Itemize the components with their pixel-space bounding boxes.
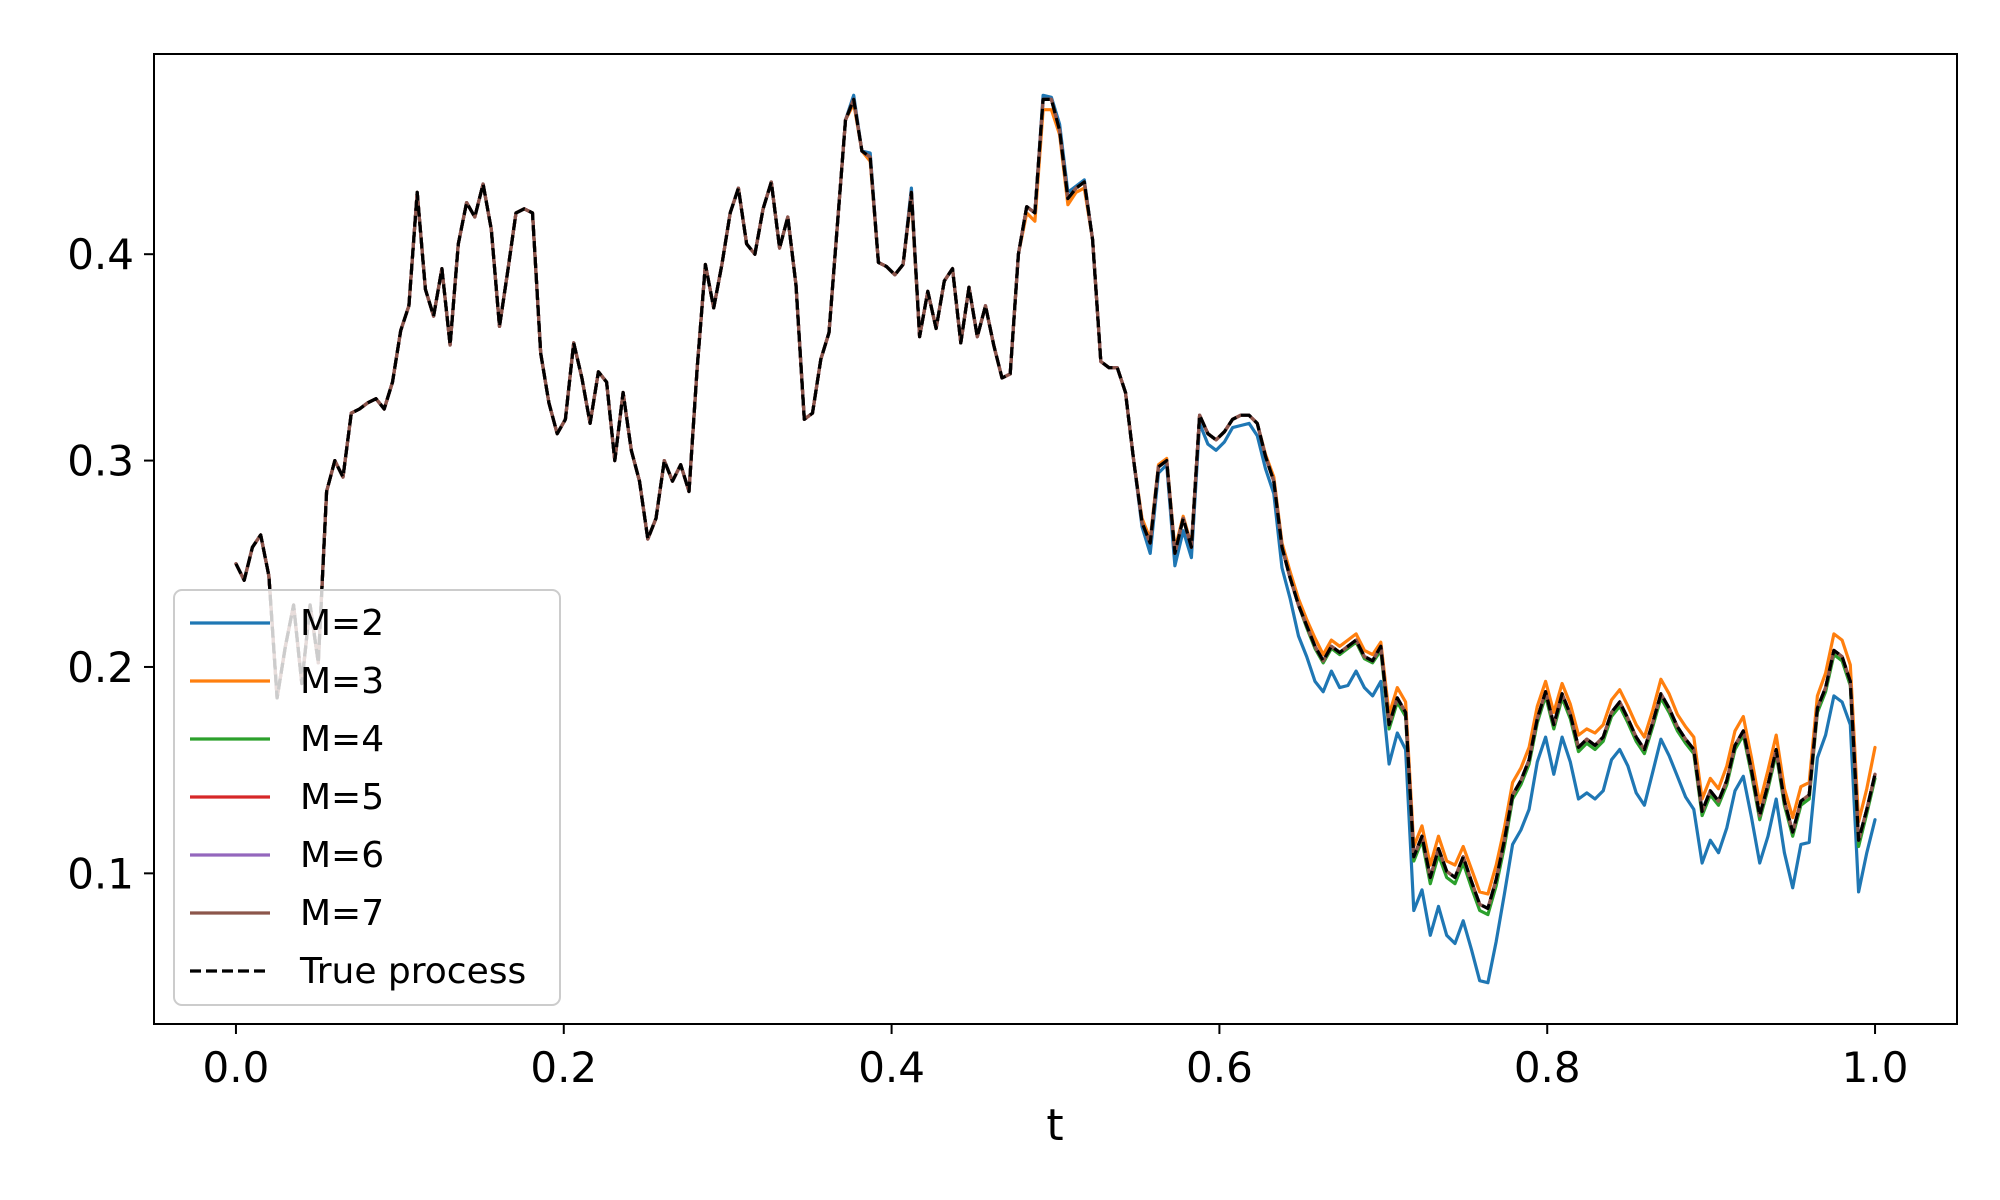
x-tick-label: 1.0 (1842, 1043, 1909, 1092)
x-tick-label: 0.6 (1186, 1043, 1253, 1092)
y-tick-label: 0.3 (67, 437, 134, 486)
legend-entries: M=2 M=3 M=4 M=5 M=6 M=7 True process (190, 603, 526, 992)
x-tick-label: 0.4 (858, 1043, 925, 1092)
series-line-true-process (234, 97, 1877, 910)
x-axis-label: t (1046, 1100, 1063, 1151)
y-axis-ticks: 0.1 0.2 0.3 0.4 (67, 230, 154, 898)
legend-label-true-process: True process (299, 951, 526, 992)
plot-area-frame (153, 53, 1958, 1025)
legend: M=2 M=3 M=4 M=5 M=6 M=7 True process (173, 589, 561, 1006)
legend-label-m-7: M=7 (300, 893, 384, 934)
legend-label-m-4: M=4 (300, 719, 384, 760)
y-tick-label: 0.1 (67, 849, 134, 898)
x-axis-ticks: 0.0 0.2 0.4 0.6 0.8 1.0 (203, 1024, 1909, 1092)
y-tick-label: 0.2 (67, 643, 134, 692)
x-tick-label: 0.0 (203, 1043, 270, 1092)
legend-box (173, 589, 561, 1006)
legend-label-m-5: M=5 (300, 777, 384, 818)
x-tick-label: 0.8 (1514, 1043, 1581, 1092)
legend-label-m-3: M=3 (300, 661, 384, 702)
legend-label-m-2: M=2 (300, 603, 384, 644)
legend-label-m-6: M=6 (300, 835, 384, 876)
x-tick-label: 0.2 (530, 1043, 597, 1092)
series-layer (234, 93, 1877, 985)
y-tick-label: 0.4 (67, 230, 134, 279)
